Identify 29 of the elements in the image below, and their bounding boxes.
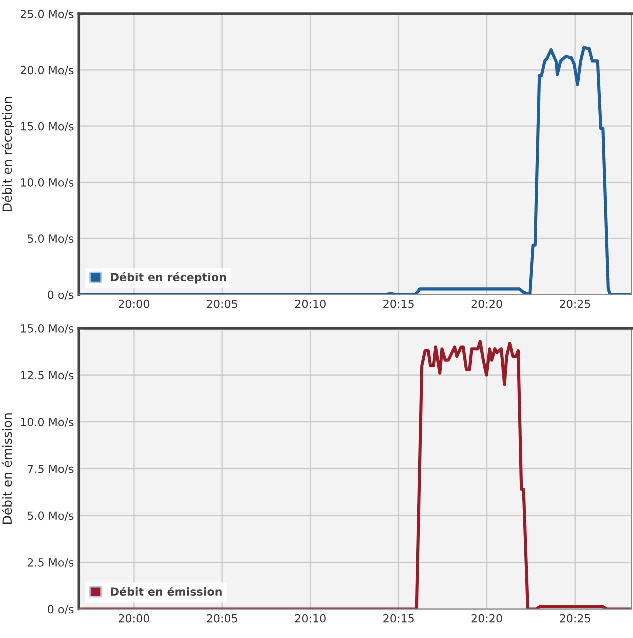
y-tick-label: 5.0 Mo/s	[28, 512, 74, 521]
x-tick-label: 20:05	[207, 614, 238, 623]
x-tick-label: 20:00	[118, 300, 150, 308]
y-tick-label: 5.0 Mo/s	[28, 234, 74, 244]
y-tick-label: 25.0 Mo/s	[20, 10, 74, 20]
y-tick-label: 7.5 Mo/s	[28, 465, 74, 474]
x-tick-label: 20:00	[118, 614, 150, 623]
x-tick-label: 20:20	[472, 300, 502, 308]
y-tick-label: 10.0 Mo/s	[21, 418, 74, 428]
x-tick-label: 20:05	[207, 300, 238, 308]
x-tick-label: 20:15	[384, 614, 414, 623]
x-tick-label: 20:15	[384, 300, 414, 308]
y-axis-title: Débit en réception	[2, 97, 15, 212]
x-tick-label: 20:10	[295, 614, 326, 623]
x-tick-label: 20:25	[560, 300, 590, 308]
y-axis-title: Débit en émission	[2, 414, 12, 524]
y-tick-label: 15.0 Mo/s	[21, 324, 74, 334]
y-tick-label: 2.5 Mo/s	[28, 558, 74, 568]
x-tick-label: 20:25	[560, 614, 590, 623]
y-tick-label: 20.0 Mo/s	[20, 66, 74, 76]
y-tick-label: 10.0 Mo/s	[21, 178, 74, 188]
y-tick-label: 15.0 Mo/s	[21, 122, 74, 132]
y-tick-label: 12.5 Mo/s	[21, 371, 74, 381]
legend-label: Débit en réception	[111, 272, 226, 284]
x-tick-label: 20:10	[295, 300, 326, 308]
x-tick-label: 20:20	[472, 614, 502, 623]
legend-label: Débit en émission	[111, 586, 222, 596]
y-tick-label: 0 o/s	[48, 605, 74, 615]
y-tick-label: 0 o/s	[48, 290, 74, 300]
